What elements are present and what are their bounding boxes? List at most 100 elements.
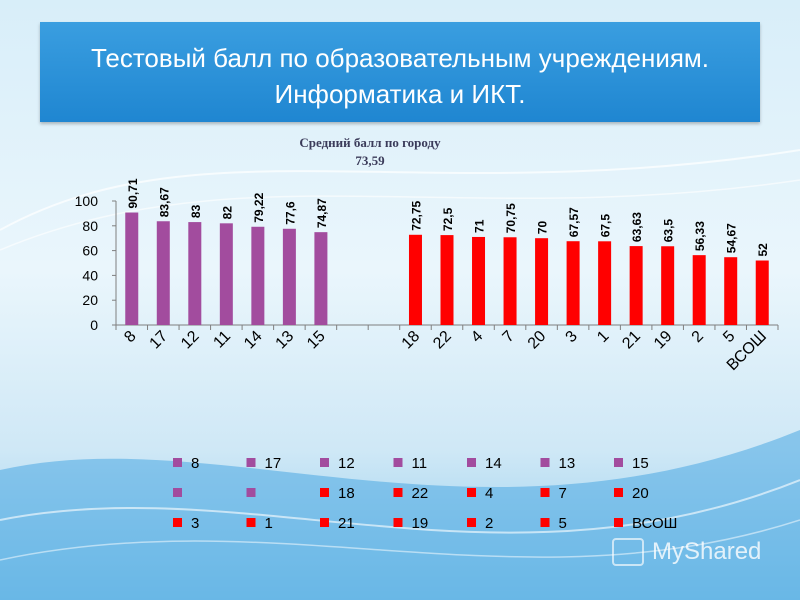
legend-swatch	[614, 518, 623, 527]
y-tick-label: 0	[90, 317, 98, 333]
y-axis: 0 20 40 60 80 100	[75, 193, 117, 333]
legend-entry: ВСОШ	[614, 515, 677, 532]
legend-swatch	[246, 488, 256, 497]
category-label: 3	[563, 328, 581, 346]
legend-entry: 17	[246, 455, 282, 472]
legend-label: 17	[265, 455, 282, 472]
category-label: 21	[619, 328, 644, 353]
y-tick-label: 80	[82, 218, 98, 234]
legend-label: 3	[191, 515, 199, 532]
data-label: 82	[220, 206, 234, 220]
legend-entry: 13	[540, 455, 575, 472]
bar	[503, 237, 517, 325]
legend-label: 7	[559, 485, 567, 502]
legend-swatch	[320, 518, 329, 527]
bar	[598, 241, 612, 325]
title-line-2: Информатика и ИКТ.	[274, 79, 526, 109]
category-label: 12	[178, 328, 203, 353]
legend: 8 17 12 11 14 13 15 18 22 4 7 20 3 1 21 19 2 5 ВСОШ	[173, 455, 677, 532]
bar	[566, 241, 580, 325]
legend-label: 21	[338, 515, 355, 532]
legend-swatch	[614, 458, 623, 467]
category-label: 22	[430, 328, 455, 353]
y-tick-label: 100	[75, 193, 99, 209]
watermark-text: MyShared	[652, 538, 762, 565]
legend-swatch	[467, 518, 476, 527]
legend-entry: 12	[320, 455, 355, 472]
bar	[472, 236, 486, 325]
category-label: 20	[525, 328, 550, 353]
data-label: 74,87	[315, 198, 329, 228]
category-label: 18	[399, 328, 424, 353]
data-label: 72,75	[409, 200, 423, 230]
category-label: 11	[210, 328, 234, 352]
legend-entry	[246, 488, 256, 497]
bar	[219, 223, 233, 325]
legend-entry: 3	[173, 515, 199, 532]
legend-entry: 18	[320, 485, 355, 502]
category-label: 15	[304, 328, 329, 353]
legend-entry: 11	[393, 455, 428, 472]
data-label: 71	[473, 219, 487, 233]
legend-label: 5	[559, 515, 567, 532]
slide-title: Тестовый балл по образовательным учрежде…	[40, 22, 760, 122]
y-tick-label: 60	[82, 243, 98, 259]
bar	[440, 235, 454, 325]
legend-swatch	[614, 488, 623, 497]
data-label: 67,5	[599, 214, 613, 238]
legend-swatch	[320, 488, 329, 497]
legend-label: 4	[485, 485, 493, 502]
legend-swatch	[393, 458, 403, 467]
data-labels: 90,71 83,67 83 82 79,22 77,6 74,87 72,75 72,5 71 7…	[126, 178, 770, 256]
bar	[535, 238, 549, 325]
legend-label: 11	[412, 455, 428, 472]
legend-entry: 20	[614, 485, 649, 502]
category-label: 19	[651, 328, 676, 353]
bars	[125, 212, 769, 325]
legend-swatch	[540, 458, 550, 467]
data-label: 67,57	[567, 207, 581, 237]
category-label: 17	[147, 328, 172, 353]
legend-entry: 21	[320, 515, 355, 532]
legend-label: 2	[485, 515, 493, 532]
data-label: 63,5	[662, 219, 676, 243]
data-label: 83,67	[157, 187, 171, 217]
data-label: 83	[189, 204, 203, 218]
title-line-1: Тестовый балл по образовательным учрежде…	[90, 43, 710, 73]
legend-label: 15	[632, 455, 649, 472]
legend-swatch	[246, 458, 256, 467]
bar	[692, 255, 706, 325]
category-label: 8	[121, 328, 139, 346]
bar	[282, 228, 296, 325]
bar	[251, 226, 265, 325]
legend-entry: 2	[467, 515, 493, 532]
y-tick-label: 40	[82, 267, 98, 283]
data-label: 72,5	[441, 207, 455, 231]
legend-label: 8	[191, 455, 199, 472]
x-axis	[115, 324, 779, 330]
bar	[408, 234, 422, 325]
city-average-label: Средний балл по городу	[299, 135, 441, 150]
y-tick-label: 20	[82, 292, 98, 308]
legend-label: 22	[412, 485, 429, 502]
legend-entry	[173, 488, 182, 497]
legend-swatch	[540, 518, 550, 527]
watermark: MyShared	[612, 538, 761, 566]
legend-entry: 5	[540, 515, 567, 532]
bar	[156, 221, 170, 325]
data-label: 90,71	[126, 178, 140, 208]
data-label: 70,75	[504, 203, 518, 233]
legend-entry: 22	[393, 485, 429, 502]
data-label: 79,22	[252, 192, 266, 222]
legend-label: ВСОШ	[632, 515, 677, 532]
legend-entry: 8	[173, 455, 199, 472]
legend-label: 1	[265, 515, 273, 532]
legend-label: 14	[485, 455, 502, 472]
legend-entry: 1	[246, 515, 273, 532]
legend-swatch	[246, 518, 256, 527]
bar	[314, 232, 328, 325]
legend-label: 18	[338, 485, 355, 502]
legend-label: 19	[412, 515, 429, 532]
